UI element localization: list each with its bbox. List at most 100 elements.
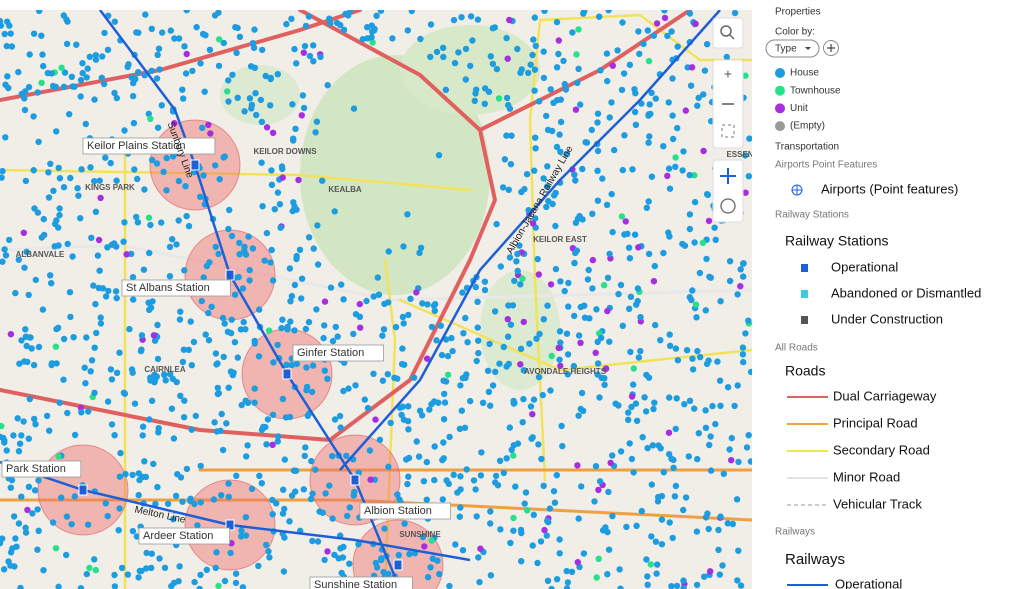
- property-dot[interactable]: [666, 394, 673, 401]
- property-dot[interactable]: [15, 68, 22, 76]
- property-dot[interactable]: [594, 110, 602, 117]
- property-dot[interactable]: [463, 466, 470, 473]
- property-dot[interactable]: [733, 496, 741, 503]
- property-dot[interactable]: [374, 274, 381, 281]
- property-dot[interactable]: [185, 346, 192, 353]
- property-dot[interactable]: [32, 276, 39, 284]
- property-dot[interactable]: [99, 285, 107, 292]
- property-dot[interactable]: [574, 79, 581, 87]
- property-dot[interactable]: [525, 69, 532, 77]
- property-dot[interactable]: [40, 567, 47, 574]
- property-dot[interactable]: [139, 423, 147, 430]
- property-dot[interactable]: [265, 548, 272, 555]
- property-dot[interactable]: [0, 174, 5, 181]
- property-dot[interactable]: [206, 259, 213, 266]
- property-dot[interactable]: [154, 321, 161, 329]
- property-dot[interactable]: [77, 215, 84, 222]
- property-dot[interactable]: [406, 550, 413, 558]
- property-dot[interactable]: [372, 559, 380, 567]
- property-dot[interactable]: [275, 433, 282, 440]
- property-dot[interactable]: [665, 229, 672, 236]
- property-dot[interactable]: [544, 577, 552, 584]
- property-dot[interactable]: [141, 458, 148, 465]
- property-dot[interactable]: [202, 331, 209, 338]
- property-dot[interactable]: [256, 472, 263, 479]
- property-dot[interactable]: [223, 420, 230, 427]
- property-dot[interactable]: [670, 456, 677, 464]
- property-dot[interactable]: [458, 407, 465, 414]
- property-dot[interactable]: [269, 411, 277, 418]
- property-dot[interactable]: [213, 549, 220, 556]
- property-dot[interactable]: [279, 174, 286, 181]
- property-dot[interactable]: [225, 480, 232, 487]
- property-dot[interactable]: [143, 549, 150, 557]
- circle-tool[interactable]: [720, 198, 736, 214]
- property-dot[interactable]: [666, 342, 674, 349]
- property-dot[interactable]: [333, 19, 341, 27]
- property-dot[interactable]: [61, 69, 69, 76]
- property-dot[interactable]: [63, 16, 70, 23]
- property-dot[interactable]: [643, 371, 650, 379]
- property-dot[interactable]: [731, 402, 738, 410]
- property-dot[interactable]: [575, 412, 582, 419]
- property-dot[interactable]: [190, 338, 198, 346]
- property-dot[interactable]: [555, 344, 562, 352]
- property-dot[interactable]: [25, 435, 32, 442]
- property-dot[interactable]: [281, 534, 288, 541]
- property-dot[interactable]: [705, 525, 712, 533]
- property-dot[interactable]: [290, 199, 297, 206]
- property-dot[interactable]: [442, 86, 450, 94]
- property-dot[interactable]: [427, 21, 435, 28]
- property-dot[interactable]: [35, 477, 42, 484]
- property-dot[interactable]: [747, 368, 754, 376]
- property-dot[interactable]: [258, 480, 265, 487]
- property-dot[interactable]: [180, 414, 188, 421]
- property-dot[interactable]: [199, 124, 206, 131]
- property-dot[interactable]: [70, 334, 77, 341]
- property-dot[interactable]: [731, 10, 739, 17]
- property-dot[interactable]: [581, 302, 588, 309]
- property-dot[interactable]: [496, 360, 503, 367]
- property-dot[interactable]: [440, 377, 447, 384]
- property-dot[interactable]: [259, 46, 266, 54]
- property-dot[interactable]: [52, 545, 60, 552]
- property-dot[interactable]: [553, 143, 561, 151]
- property-dot[interactable]: [68, 521, 75, 528]
- property-dot[interactable]: [279, 395, 287, 403]
- property-dot[interactable]: [548, 585, 555, 589]
- property-dot[interactable]: [202, 32, 209, 39]
- property-dot[interactable]: [377, 8, 385, 14]
- property-dot[interactable]: [337, 424, 344, 431]
- property-dot[interactable]: [642, 408, 650, 415]
- property-dot[interactable]: [599, 527, 607, 534]
- property-dot[interactable]: [86, 564, 93, 572]
- property-dot[interactable]: [53, 360, 60, 367]
- property-dot[interactable]: [532, 42, 539, 50]
- property-dot[interactable]: [49, 519, 57, 526]
- property-dot[interactable]: [208, 303, 215, 310]
- property-dot[interactable]: [91, 178, 98, 185]
- property-dot[interactable]: [236, 33, 244, 40]
- property-dot[interactable]: [234, 354, 241, 361]
- property-dot[interactable]: [473, 513, 480, 520]
- property-dot[interactable]: [113, 369, 121, 376]
- property-dot[interactable]: [299, 92, 307, 99]
- property-dot[interactable]: [116, 505, 123, 512]
- property-dot[interactable]: [338, 281, 345, 288]
- property-dot[interactable]: [652, 95, 659, 102]
- property-dot[interactable]: [38, 32, 45, 39]
- property-dot[interactable]: [96, 177, 103, 184]
- property-dot[interactable]: [562, 86, 570, 93]
- property-dot[interactable]: [31, 415, 38, 423]
- property-dot[interactable]: [246, 266, 253, 274]
- property-dot[interactable]: [269, 277, 277, 284]
- property-dot[interactable]: [385, 463, 392, 470]
- property-dot[interactable]: [654, 498, 662, 505]
- property-dot[interactable]: [146, 249, 153, 257]
- property-dot[interactable]: [693, 581, 701, 589]
- property-dot[interactable]: [288, 15, 295, 22]
- property-dot[interactable]: [201, 88, 208, 95]
- property-dot[interactable]: [55, 164, 62, 172]
- property-dot[interactable]: [17, 584, 24, 589]
- property-dot[interactable]: [467, 397, 474, 405]
